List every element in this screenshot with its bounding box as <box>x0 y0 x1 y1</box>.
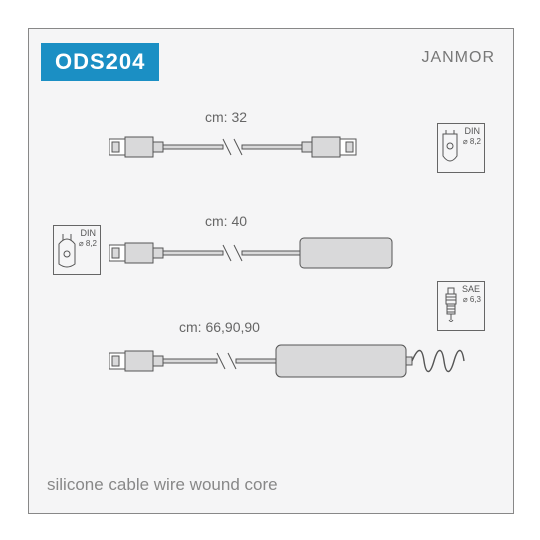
brand-label: JANMOR <box>421 49 495 67</box>
spec-box-din-dist: DIN ⌀ 8,2 <box>53 225 101 275</box>
cap-icon <box>441 128 461 166</box>
cable-row-1 <box>109 127 449 167</box>
spec-box-sae-plug: SAE ⌀ 6,3 <box>437 281 485 331</box>
length-label-row2: cm: 40 <box>205 213 247 229</box>
cable-row-3 <box>109 337 479 387</box>
distributor-icon <box>57 230 77 268</box>
length-label-row3: cm: 66,90,90 <box>179 319 260 335</box>
spec-diameter: ⌀ 8,2 <box>79 239 97 248</box>
spec-standard: DIN <box>465 126 481 136</box>
spec-standard: DIN <box>81 228 97 238</box>
spec-box-din-cap: DIN ⌀ 8,2 <box>437 123 485 173</box>
length-label-row1: cm: 32 <box>205 109 247 125</box>
footer-description: silicone cable wire wound core <box>47 475 278 495</box>
spec-diameter: ⌀ 8,2 <box>463 137 481 146</box>
cable-row-2 <box>109 231 449 275</box>
sparkplug-icon <box>441 286 461 324</box>
part-code-badge: ODS204 <box>41 43 159 81</box>
spec-standard: SAE <box>462 284 480 294</box>
spec-diameter: ⌀ 6,3 <box>463 295 481 304</box>
diagram-frame: ODS204 JANMOR silicone cable wire wound … <box>28 28 514 514</box>
